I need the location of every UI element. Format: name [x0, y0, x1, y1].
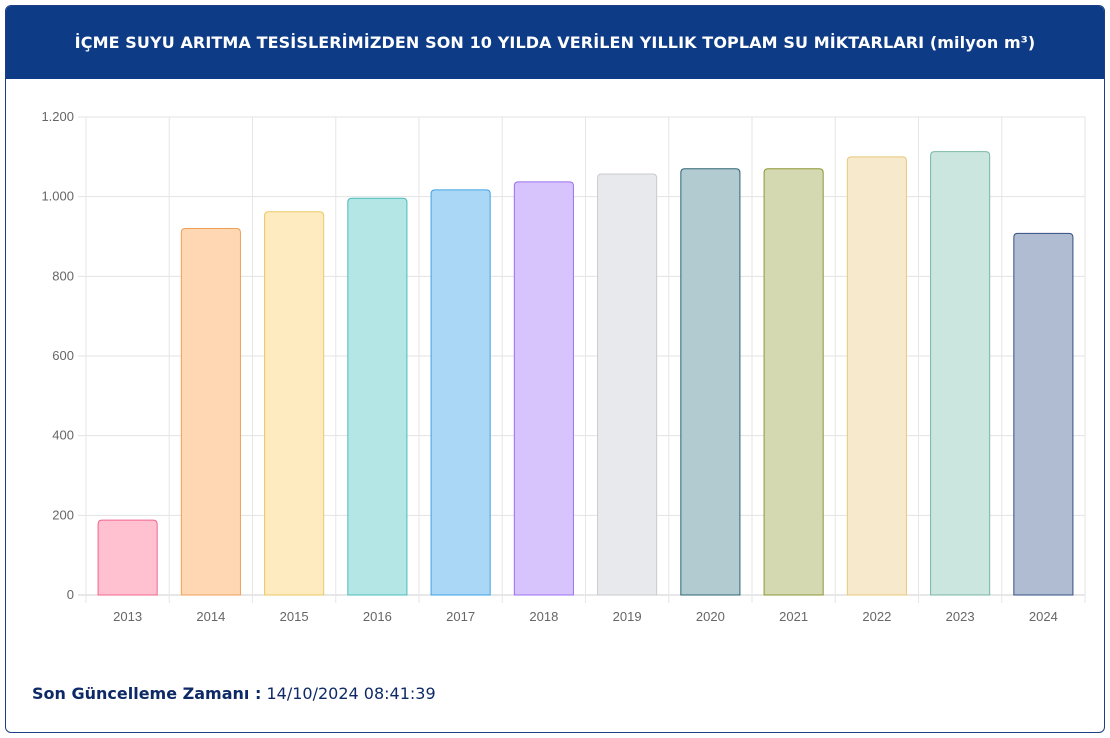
- x-tick-label: 2017: [446, 609, 475, 624]
- x-tick-label: 2024: [1029, 609, 1058, 624]
- x-tick-label: 2023: [946, 609, 975, 624]
- bar: [846, 156, 907, 596]
- x-tick-label: 2022: [862, 609, 891, 624]
- x-tick-label: 2019: [613, 609, 642, 624]
- x-tick-label: 2014: [196, 609, 225, 624]
- y-tick-label: 1.000: [41, 189, 74, 204]
- chart-card: İÇME SUYU ARITMA TESİSLERİMİZDEN SON 10 …: [5, 5, 1105, 733]
- x-tick-label: 2013: [113, 609, 142, 624]
- x-tick-label: 2016: [363, 609, 392, 624]
- bar: [930, 151, 991, 596]
- x-tick-label: 2021: [779, 609, 808, 624]
- y-tick-label: 1.200: [41, 109, 74, 124]
- bar: [680, 168, 741, 596]
- bar: [430, 189, 491, 596]
- last-updated: Son Güncelleme Zamanı : 14/10/2024 08:41…: [32, 684, 436, 703]
- bar: [97, 519, 158, 596]
- y-tick-label: 0: [67, 587, 74, 602]
- card-header: İÇME SUYU ARITMA TESİSLERİMİZDEN SON 10 …: [6, 6, 1104, 79]
- x-tick-label: 2015: [280, 609, 309, 624]
- y-tick-label: 800: [52, 268, 74, 283]
- bar: [513, 181, 574, 596]
- y-tick-label: 600: [52, 348, 74, 363]
- y-tick-label: 400: [52, 428, 74, 443]
- bar-chart: 0 200 400 600 800 1.000 1.200 2013 2014 2015 2016 2…: [41, 109, 1086, 624]
- x-tick-label: 2018: [529, 609, 558, 624]
- last-updated-label: Son Güncelleme Zamanı :: [32, 684, 262, 703]
- y-tick-label: 200: [52, 507, 74, 522]
- bar: [763, 168, 824, 596]
- x-tick-label: 2020: [696, 609, 725, 624]
- bar: [264, 211, 325, 596]
- bar: [1013, 232, 1074, 596]
- bar: [597, 173, 658, 596]
- last-updated-value: 14/10/2024 08:41:39: [266, 684, 436, 703]
- bar: [180, 228, 241, 596]
- chart-title: İÇME SUYU ARITMA TESİSLERİMİZDEN SON 10 …: [74, 33, 1036, 52]
- bar: [347, 197, 408, 596]
